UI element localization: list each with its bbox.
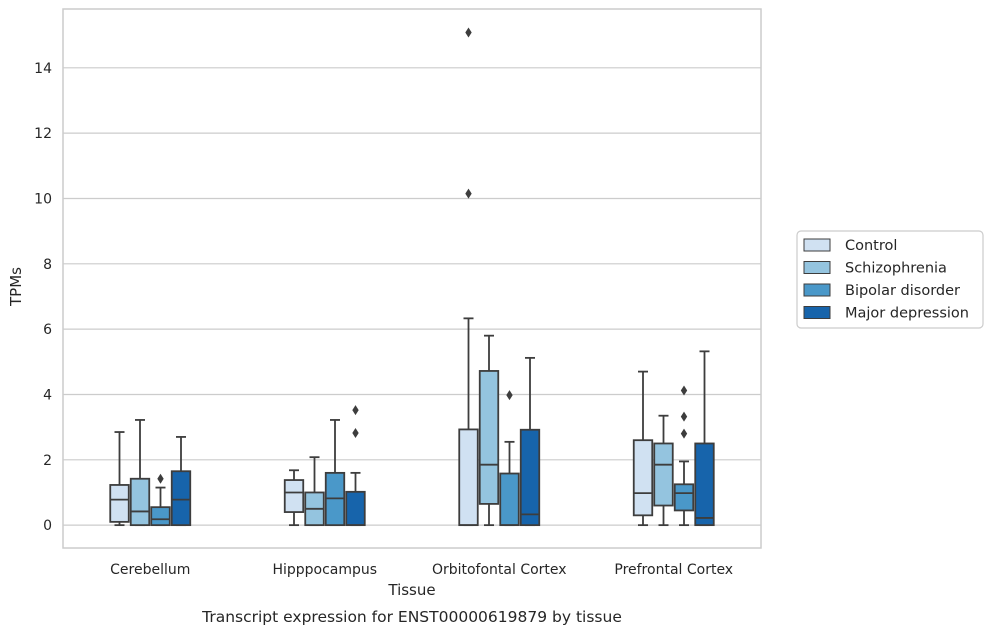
legend-swatch bbox=[803, 238, 831, 252]
outlier-point bbox=[680, 411, 688, 422]
x-tick-label: Orbitofontal Cortex bbox=[432, 562, 567, 578]
outlier-point bbox=[352, 428, 359, 439]
legend-swatch bbox=[803, 261, 831, 274]
box bbox=[499, 390, 520, 527]
y-tick-label: 10 bbox=[34, 191, 52, 207]
y-tick-label: 2 bbox=[43, 453, 52, 469]
series-control bbox=[109, 27, 654, 527]
box-body bbox=[345, 490, 366, 527]
y-tick-label: 12 bbox=[34, 126, 52, 142]
outlier-point bbox=[465, 188, 472, 199]
legend-label: Major depression bbox=[845, 306, 969, 322]
x-tick-label: Hipppocampus bbox=[272, 562, 377, 578]
box-body bbox=[499, 472, 520, 527]
y-tick-label: 4 bbox=[43, 387, 52, 403]
box bbox=[283, 469, 305, 527]
box-body bbox=[673, 483, 695, 512]
box-body bbox=[653, 442, 674, 507]
box bbox=[150, 473, 171, 527]
y-tick-label: 8 bbox=[43, 257, 52, 273]
box bbox=[458, 27, 479, 527]
x-tick-label: Cerebellum bbox=[110, 562, 190, 578]
outlier-point bbox=[680, 428, 688, 439]
series-bipolar-disorder bbox=[150, 385, 695, 527]
box-body bbox=[519, 428, 541, 527]
box-body bbox=[632, 439, 654, 517]
legend: Control Schizophrenia Bipolar disorder Majo… bbox=[796, 230, 984, 329]
box bbox=[345, 405, 366, 527]
y-tick-label: 0 bbox=[43, 518, 52, 534]
outlier-point bbox=[157, 473, 164, 484]
box bbox=[478, 334, 500, 527]
legend-swatch bbox=[803, 283, 831, 297]
box-body bbox=[283, 479, 305, 513]
box bbox=[170, 436, 192, 527]
box-body bbox=[478, 370, 500, 505]
box bbox=[632, 370, 654, 527]
box-body bbox=[129, 477, 151, 527]
legend-label: Schizophrenia bbox=[845, 261, 947, 277]
x-tick-labels: Cerebellum Hipppocampus Orbitofontal Corte… bbox=[110, 562, 733, 578]
outlier-point bbox=[506, 390, 513, 401]
box bbox=[673, 385, 695, 527]
box bbox=[519, 356, 541, 527]
legend-label: Control bbox=[845, 238, 897, 254]
series-schizophrenia bbox=[129, 334, 674, 527]
box-series bbox=[109, 27, 715, 527]
box bbox=[129, 419, 151, 527]
x-tick-label: Prefrontal Cortex bbox=[614, 562, 733, 578]
box bbox=[304, 456, 325, 527]
outlier-point bbox=[352, 405, 359, 416]
box-body bbox=[694, 442, 715, 527]
plot-frame bbox=[62, 8, 762, 549]
legend-label: Bipolar disorder bbox=[845, 283, 960, 299]
y-tick-label: 6 bbox=[43, 322, 52, 338]
legend-frame bbox=[796, 230, 984, 329]
outlier-point bbox=[680, 385, 688, 396]
outlier-point bbox=[465, 27, 472, 38]
box-body bbox=[109, 484, 130, 523]
y-axis-label: TPMs bbox=[7, 267, 25, 307]
box bbox=[653, 414, 674, 527]
box bbox=[324, 419, 346, 527]
chart-title: Transcript expression for ENST0000061987… bbox=[201, 608, 622, 626]
legend-swatch bbox=[803, 306, 831, 319]
box-body bbox=[458, 428, 479, 527]
series-major-depression bbox=[170, 350, 715, 527]
grid-lines bbox=[63, 67, 761, 526]
y-tick-labels: 0 2 4 6 8 10 12 14 bbox=[34, 61, 52, 534]
y-tick-label: 14 bbox=[34, 61, 52, 77]
box bbox=[694, 350, 715, 527]
box-body bbox=[170, 470, 192, 527]
box bbox=[109, 431, 130, 527]
x-axis-label: Tissue bbox=[387, 581, 435, 599]
box-body bbox=[150, 506, 171, 527]
